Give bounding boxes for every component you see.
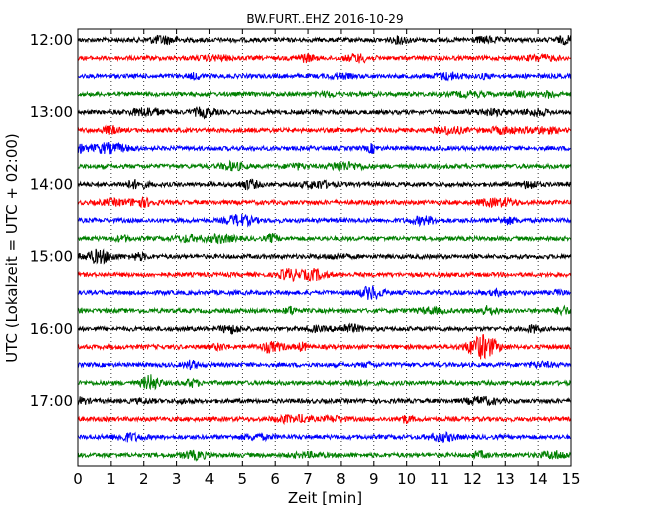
x-tick-label: 5 xyxy=(238,470,248,488)
trace-1530 xyxy=(77,284,571,300)
trace-1245 xyxy=(77,89,572,100)
x-tick-label: 4 xyxy=(205,470,215,488)
trace-1545 xyxy=(77,304,572,317)
y-tick-label: 13:00 xyxy=(30,103,73,121)
trace-1615 xyxy=(78,334,572,360)
x-tick-label: 3 xyxy=(172,470,182,488)
trace-1415 xyxy=(77,196,572,209)
x-axis-label: Zeit [min] xyxy=(288,489,362,507)
trace-1515 xyxy=(77,267,572,283)
trace-1400 xyxy=(77,178,572,191)
trace-1330 xyxy=(77,141,572,155)
x-axis: 0 1 2 3 4 5 6 7 8 9 10 11 12 13 14 15 xyxy=(73,29,581,488)
y-tick-label: 17:00 xyxy=(30,392,73,410)
trace-1215 xyxy=(77,52,572,64)
trace-1715 xyxy=(77,413,572,426)
y-tick-label: 12:00 xyxy=(30,31,73,49)
trace-1345 xyxy=(77,159,572,172)
x-tick-label: 6 xyxy=(270,470,280,488)
trace-1745 xyxy=(77,449,572,462)
trace-1200 xyxy=(77,34,572,46)
trace-1300 xyxy=(77,106,572,120)
grid xyxy=(110,29,539,466)
x-tick-label: 14 xyxy=(529,470,548,488)
traces xyxy=(77,34,572,462)
x-tick-label: 7 xyxy=(303,470,313,488)
y-tick-label: 14:00 xyxy=(30,175,73,193)
x-tick-label: 9 xyxy=(369,470,379,488)
trace-1600 xyxy=(77,322,572,335)
x-tick-label: 12 xyxy=(463,470,482,488)
trace-1730 xyxy=(77,431,572,443)
trace-1645 xyxy=(77,374,572,391)
trace-1315 xyxy=(77,124,572,137)
x-tick-label: 11 xyxy=(430,470,449,488)
trace-1445 xyxy=(77,232,572,245)
x-tick-label: 8 xyxy=(336,470,346,488)
chart-title: BW.FURT..EHZ 2016-10-29 xyxy=(246,12,403,26)
plot-frame xyxy=(77,28,572,467)
y-axis-label: UTC (Lokalzeit = UTC + 02:00) xyxy=(3,133,21,363)
x-tick-label: 1 xyxy=(106,470,116,488)
y-axis: 12:00 13:00 14:00 15:00 16:00 17:00 xyxy=(30,31,571,410)
trace-1630 xyxy=(77,359,572,371)
trace-1230 xyxy=(77,71,572,82)
trace-1700 xyxy=(77,395,572,406)
trace-1430 xyxy=(77,213,572,228)
x-tick-label: 0 xyxy=(73,470,83,488)
x-tick-label: 13 xyxy=(496,470,515,488)
y-tick-label: 16:00 xyxy=(30,320,73,338)
y-tick-label: 15:00 xyxy=(30,248,73,266)
trace-1500 xyxy=(77,248,572,265)
x-tick-label: 10 xyxy=(397,470,416,488)
x-tick-label: 15 xyxy=(561,470,580,488)
x-tick-label: 2 xyxy=(139,470,149,488)
